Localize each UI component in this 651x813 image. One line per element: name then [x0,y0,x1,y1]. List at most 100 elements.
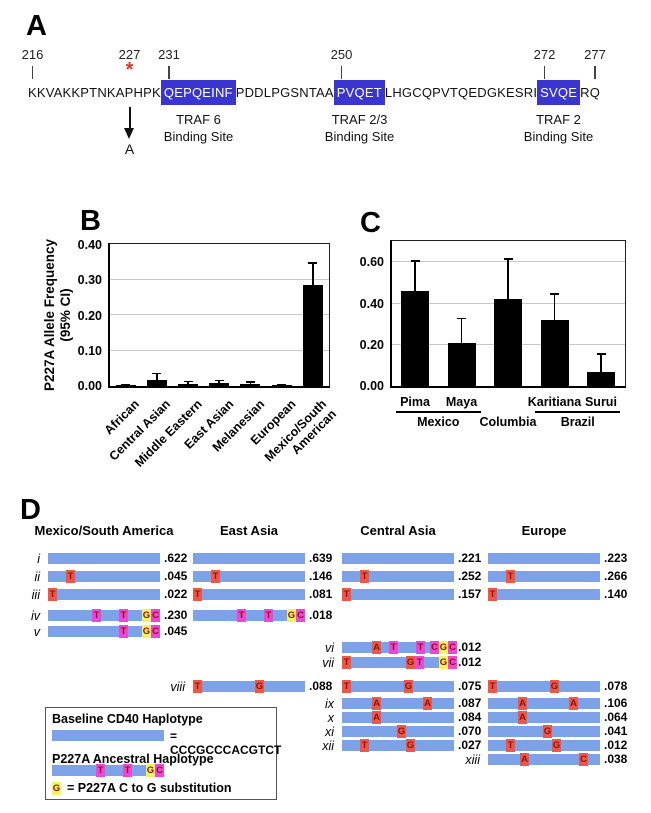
residue: I [211,85,215,100]
residue: E [468,85,478,100]
variant-t-box: T [96,764,105,777]
binding-site-segment: SVQE [537,80,581,105]
variant-c-box: C [151,625,160,638]
variant-c-box: C [151,609,160,622]
residue: T [373,85,382,100]
haplotype-bar: G [488,725,600,738]
bar [447,342,476,386]
residue: P [432,85,441,100]
column-header: Europe [521,523,567,538]
variant-g-box: G [287,609,296,622]
residue: Q [354,85,365,100]
row-numeral: vii [322,656,334,670]
residue: D [244,85,255,100]
residue: K [106,85,116,100]
variant-a-box: A [372,711,381,724]
residue: Q [191,85,203,100]
panel-b-label: B [80,205,101,237]
panel-c-label: C [360,207,381,239]
variant-t-box: T [193,588,202,601]
residue: P [124,85,134,100]
frequency-label: .084 [458,710,482,724]
frequency-label: .223 [604,551,628,565]
residue: S [514,85,524,100]
frequency-label: .045 [164,624,188,638]
baseline-sequence: = CCCGCCCACGTCT [170,729,282,757]
variant-t-box: T [488,680,497,693]
variant-t-box: T [119,609,128,622]
variant-g-box: G [550,680,559,693]
frequency-label: .078 [604,679,628,693]
frequency-label: .230 [164,608,188,622]
frequency-label: .221 [458,551,482,565]
row-numeral: ii [34,570,40,584]
error-bar-cap [550,293,560,295]
panel-c: C 0.00 0.20 0.40 0.60 Pima Maya Karitiana Surui… [340,195,651,455]
variant-t-box: T [66,570,75,583]
binding-site-segment: QEPQEINF [160,80,236,105]
error-bar [414,260,416,292]
residue: S [290,85,300,100]
residue: P [183,85,192,100]
mutation-asterisk: * [125,59,134,81]
error-bar-cap [410,260,420,262]
residue: P [235,85,245,100]
residue: T [449,85,459,100]
residue: L [384,85,393,100]
residue: A [316,85,325,100]
row-numeral: iv [30,609,40,623]
residue: Q [421,85,433,100]
binding-site-segment: PVQET [333,80,385,105]
variant-c-box: C [579,753,588,766]
row-numeral: i [37,552,40,566]
y-tick-label: 0.10 [77,343,102,358]
bar [401,291,430,386]
frequency-label: .070 [458,724,482,738]
residue: N [97,85,107,100]
frequency-label: .140 [604,587,628,601]
mutation-target: A [124,141,135,157]
variant-g-box: G [439,656,448,669]
panel-d-label: D [20,494,41,526]
residue: A [324,85,334,100]
residue: E [174,85,184,100]
binding-site-label: TRAF 6 Binding Site [163,112,234,144]
y-tick-label: 0.20 [77,308,102,323]
residue: K [62,85,72,100]
error-bar-cap [503,258,513,260]
variant-g-box: G [439,641,448,654]
haplotype-bar: T [193,570,305,583]
frequency-label: .252 [458,569,482,583]
frequency-label: .106 [604,696,628,710]
column-header: Central Asia [360,523,436,538]
row-numeral: xi [324,725,334,739]
haplotype-bar: T [342,570,454,583]
residue: R [580,85,590,100]
error-bar-cap [308,262,318,264]
group-underline [535,411,620,413]
y-tick-label: 0.30 [77,273,102,288]
row-numeral: iii [31,588,40,602]
variant-c-box: C [448,656,457,669]
variant-t-box: T [506,739,515,752]
residue: K [71,85,81,100]
residue: E [506,85,515,100]
variant-t-box: T [119,625,128,638]
group-label: Brazil [560,415,595,429]
row-numeral: v [33,625,40,639]
bar [540,320,569,386]
error-bar-cap [121,384,131,386]
bar [240,384,261,386]
haplotype-bar: A [488,711,600,724]
residue: I [533,85,538,100]
haplotype-bar [193,553,305,564]
residue: R [523,85,534,100]
y-tick-label: 0.00 [77,379,102,394]
frequency-label: .018 [309,608,333,622]
legend-note-text: = P227A C to G substitution [67,781,232,795]
residue: P [271,85,281,100]
